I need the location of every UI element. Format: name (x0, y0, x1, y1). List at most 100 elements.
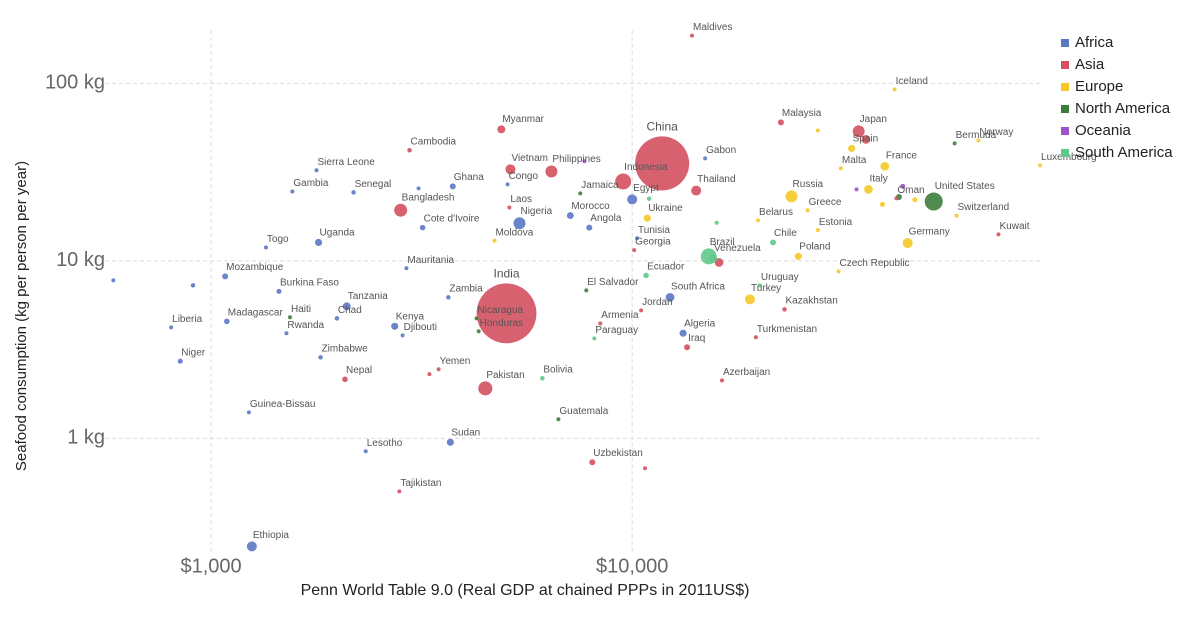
point-label: Egypt (633, 183, 659, 194)
point (861, 134, 871, 144)
point (578, 191, 583, 196)
point-label: Uzbekistan (593, 448, 642, 459)
point (665, 292, 675, 302)
y-axis-title: Seafood consumption (kg per person per y… (13, 161, 30, 471)
point (222, 273, 229, 280)
point-label: Cambodia (411, 137, 457, 148)
point (427, 372, 432, 377)
point (404, 266, 409, 271)
point (505, 164, 516, 175)
point-label: Greece (809, 197, 842, 208)
point (540, 375, 545, 381)
point-label: Guinea-Bissau (250, 399, 316, 410)
point (894, 196, 899, 201)
point (924, 192, 943, 211)
point (584, 288, 589, 293)
point (351, 190, 356, 195)
point (416, 186, 421, 191)
point (177, 358, 183, 364)
point-label: Brazil (710, 237, 735, 248)
point-label: Moldova (495, 227, 533, 238)
point-label: Spain (853, 134, 879, 145)
point (111, 278, 116, 283)
legend-label: Oceania (1075, 122, 1132, 139)
x-tick-label: $1,000 (180, 555, 241, 577)
point (342, 302, 351, 311)
x-axis-title: Penn World Table 9.0 (Real GDP at chaine… (301, 582, 750, 599)
point-label: China (646, 120, 678, 134)
point-label: Mauritania (407, 255, 454, 266)
point (246, 410, 251, 415)
point (639, 308, 644, 313)
point (288, 315, 293, 320)
point (684, 344, 691, 351)
point (627, 194, 638, 205)
point (342, 376, 348, 383)
y-tick-label: 10 kg (56, 249, 105, 271)
point (719, 378, 724, 383)
point (478, 381, 493, 396)
point (900, 183, 906, 189)
legend-label: Europe (1075, 78, 1123, 95)
point (446, 295, 451, 300)
legend-swatch (1061, 105, 1069, 113)
point-label: Laos (510, 194, 532, 205)
point-label: Senegal (355, 179, 392, 190)
point-label: Ecuador (647, 261, 685, 272)
point (545, 165, 558, 178)
point-label: Nigeria (520, 206, 552, 217)
point (556, 417, 561, 422)
point-label: Azerbaijan (723, 367, 770, 378)
legend-label: Asia (1075, 56, 1105, 73)
point-label: Russia (793, 179, 824, 190)
point-label: India (493, 267, 519, 281)
point-label: Yemen (440, 356, 471, 367)
point-label: Luxembourg (1041, 152, 1097, 163)
point (714, 220, 719, 225)
point (474, 316, 479, 321)
point-label: Zimbabwe (322, 344, 369, 355)
point-label: Germany (909, 227, 950, 238)
legend-swatch (1061, 149, 1069, 157)
point-label: Niger (181, 347, 206, 358)
point-label: Rwanda (287, 320, 324, 331)
point (446, 438, 454, 446)
point-label: Haiti (291, 304, 311, 315)
legend-swatch (1061, 39, 1069, 47)
point-label: Nicaragua (478, 305, 524, 316)
point (449, 183, 456, 190)
point (492, 238, 497, 243)
point (880, 161, 890, 171)
y-tick-label: 100 kg (45, 72, 105, 94)
point-label: Paraguay (595, 325, 638, 336)
point-label: Bermuda (956, 130, 997, 141)
point (284, 331, 289, 336)
point (643, 272, 649, 279)
point (976, 138, 981, 143)
point-label: Ukraine (648, 203, 683, 214)
point-label: Uruguay (761, 272, 799, 283)
point-label: Tajikistan (400, 478, 441, 489)
point-label: Norway (979, 127, 1013, 138)
legend-label: Africa (1075, 34, 1114, 51)
point-label: Chile (774, 228, 797, 239)
point-label: Indonesia (624, 162, 668, 173)
point-label: Congo (509, 171, 539, 182)
point (169, 325, 174, 330)
point (1038, 163, 1043, 168)
point (263, 245, 268, 250)
point (507, 205, 512, 210)
point (756, 218, 761, 223)
point-label: Angola (590, 213, 622, 224)
point (589, 459, 596, 466)
point-label: Burkina Faso (280, 277, 339, 288)
point (815, 228, 820, 233)
point-label: Gambia (293, 178, 328, 189)
point (912, 197, 918, 203)
point (505, 182, 510, 187)
point-label: France (886, 151, 918, 162)
point-label: Turkey (751, 283, 781, 294)
point (632, 248, 637, 253)
point (690, 33, 695, 38)
point-label: Thailand (697, 174, 735, 185)
